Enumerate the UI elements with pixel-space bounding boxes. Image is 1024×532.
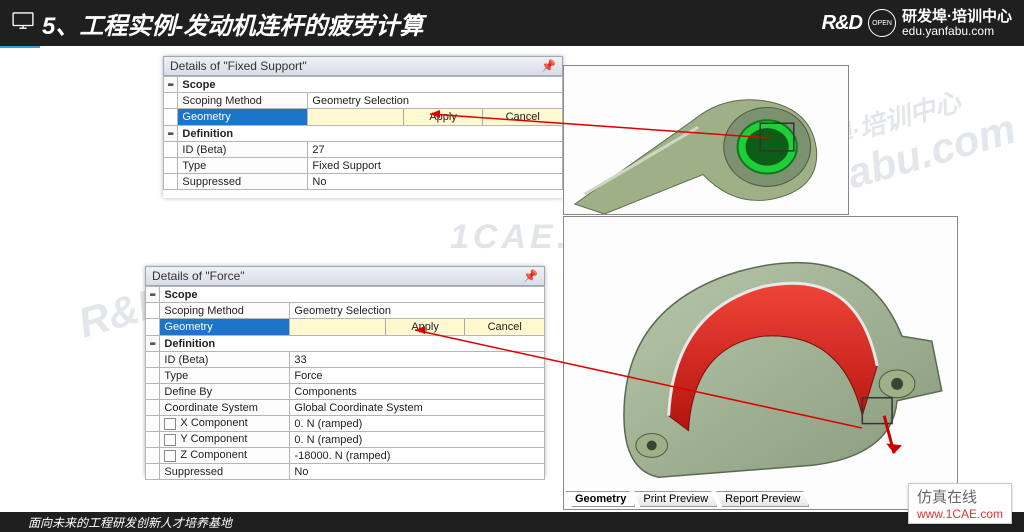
geometry-edit-row: Apply Cancel [308, 109, 563, 126]
cae-watermark-badge: 仿真在线 www.1CAE.com [908, 483, 1012, 524]
geometry-key[interactable]: Geometry [178, 109, 308, 126]
viewport-fixed-support[interactable] [563, 65, 849, 215]
define-by-value[interactable]: Components [290, 384, 545, 400]
x-component-key[interactable]: X Component [160, 416, 290, 432]
brand-logo: R&D OPEN 研发埠·培训中心edu.yanfabu.com [822, 0, 1012, 46]
suppressed-value[interactable]: No [290, 464, 545, 480]
tab-print-preview[interactable]: Print Preview [634, 491, 717, 507]
details-force: Details of "Force" 📌 ▬Scope Scoping Meth… [145, 266, 545, 476]
collapse-toggle[interactable]: ▬ [146, 287, 160, 303]
logo-circle: OPEN [868, 9, 896, 37]
stage: R&D 研发埠·培训中心 anfabu.com 1CAE.COM Details… [0, 48, 1024, 512]
pin-icon[interactable]: 📌 [523, 269, 538, 283]
properties-table: ▬Scope Scoping MethodGeometry Selection … [145, 286, 545, 480]
collapse-toggle[interactable]: ▬ [164, 126, 178, 142]
pin-icon[interactable]: 📌 [541, 59, 556, 73]
z-component-key[interactable]: Z Component [160, 448, 290, 464]
cancel-button[interactable]: Cancel [482, 109, 562, 125]
slide-footer: 面向未来的工程研发创新人才培养基地 [0, 512, 1024, 532]
coord-sys-value[interactable]: Global Coordinate System [290, 400, 545, 416]
scoping-method-value[interactable]: Geometry Selection [290, 303, 545, 319]
viewport-force[interactable]: Geometry Print Preview Report Preview [563, 216, 958, 510]
monitor-icon [12, 12, 34, 35]
conrod-big-end-render [564, 217, 957, 509]
suppressed-value[interactable]: No [308, 174, 563, 190]
tab-report-preview[interactable]: Report Preview [716, 491, 809, 507]
slide-title: 5、工程实例-发动机连杆的疲劳计算 [42, 6, 423, 41]
apply-button[interactable]: Apply [385, 319, 465, 335]
viewport-tabs: Geometry Print Preview Report Preview [566, 491, 808, 507]
panel-title: Details of "Force" 📌 [145, 266, 545, 286]
panel-title: Details of "Fixed Support" 📌 [163, 56, 563, 76]
properties-table: ▬Scope Scoping MethodGeometry Selection … [163, 76, 563, 190]
slide-header: 5、工程实例-发动机连杆的疲劳计算 R&D OPEN 研发埠·培训中心edu.y… [0, 0, 1024, 46]
collapse-toggle[interactable]: ▬ [146, 336, 160, 352]
cancel-button[interactable]: Cancel [464, 319, 544, 335]
conrod-small-end-render [564, 66, 848, 214]
y-component-key[interactable]: Y Component [160, 432, 290, 448]
tab-geometry[interactable]: Geometry [566, 491, 635, 507]
geometry-key[interactable]: Geometry [160, 319, 290, 336]
geometry-edit-row: Apply Cancel [290, 319, 545, 336]
collapse-toggle[interactable]: ▬ [164, 77, 178, 93]
apply-button[interactable]: Apply [403, 109, 483, 125]
details-fixed-support: Details of "Fixed Support" 📌 ▬Scope Scop… [163, 56, 563, 198]
scoping-method-value[interactable]: Geometry Selection [308, 93, 563, 109]
